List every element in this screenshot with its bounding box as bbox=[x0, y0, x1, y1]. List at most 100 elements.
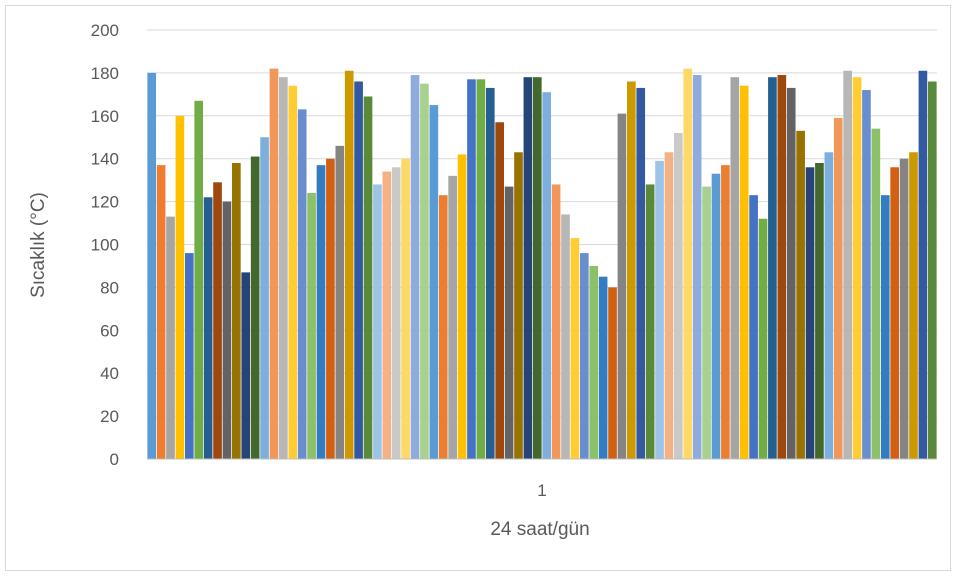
bar bbox=[843, 70, 852, 459]
bar bbox=[485, 87, 495, 460]
bar bbox=[335, 145, 345, 459]
bar-series bbox=[147, 68, 937, 460]
bar bbox=[241, 272, 251, 459]
y-axis-title: Sıcaklık (°C) bbox=[28, 192, 49, 298]
bar bbox=[185, 253, 194, 459]
bar bbox=[739, 85, 749, 460]
bar bbox=[373, 184, 382, 459]
bar bbox=[702, 186, 711, 459]
bar bbox=[175, 115, 185, 460]
bar bbox=[692, 75, 702, 460]
bar bbox=[758, 218, 768, 459]
bar bbox=[805, 167, 815, 459]
bar bbox=[213, 182, 222, 460]
bar bbox=[166, 216, 175, 459]
bar bbox=[664, 152, 674, 459]
y-tick-label: 160 bbox=[91, 107, 119, 126]
bar bbox=[316, 165, 326, 459]
bar bbox=[250, 156, 260, 459]
y-tick-label: 200 bbox=[91, 21, 119, 40]
gridlines bbox=[147, 29, 937, 417]
bar bbox=[222, 201, 232, 459]
bar bbox=[833, 117, 843, 459]
bar bbox=[354, 81, 363, 459]
bar bbox=[194, 100, 204, 459]
bar bbox=[542, 92, 552, 459]
x-axis-ticks: 1 bbox=[537, 481, 546, 500]
y-tick-label: 180 bbox=[91, 64, 119, 83]
bar bbox=[467, 79, 476, 459]
bar bbox=[523, 77, 533, 459]
bar bbox=[617, 113, 627, 460]
bar bbox=[203, 197, 213, 459]
bar bbox=[156, 165, 166, 459]
bar bbox=[711, 173, 721, 459]
bar bbox=[852, 77, 862, 459]
bar bbox=[721, 165, 730, 459]
bar bbox=[909, 152, 918, 459]
bar bbox=[645, 184, 655, 459]
bar bbox=[561, 214, 570, 459]
bar bbox=[504, 186, 514, 459]
bar bbox=[363, 96, 373, 459]
bar bbox=[871, 128, 881, 460]
x-axis-title: 24 saat/gün bbox=[490, 519, 589, 540]
bar bbox=[683, 68, 693, 460]
bar bbox=[796, 130, 805, 459]
bar bbox=[448, 175, 457, 460]
y-tick-label: 120 bbox=[91, 193, 119, 212]
bar bbox=[749, 195, 758, 460]
bar bbox=[824, 152, 834, 459]
bar bbox=[627, 81, 636, 459]
bar bbox=[279, 77, 288, 459]
y-tick-label: 80 bbox=[100, 278, 119, 297]
bar bbox=[232, 162, 241, 460]
bar bbox=[307, 193, 316, 459]
bar bbox=[401, 158, 410, 459]
y-tick-label: 0 bbox=[110, 450, 119, 469]
y-tick-label: 140 bbox=[91, 150, 119, 169]
bar bbox=[288, 85, 298, 460]
bar bbox=[391, 167, 401, 459]
bar bbox=[326, 158, 335, 459]
y-axis-ticks: 0 20 40 60 80 100 120 140 160 180 200 bbox=[91, 21, 119, 469]
bar bbox=[438, 195, 448, 460]
bar bbox=[730, 77, 740, 459]
bar bbox=[674, 132, 683, 459]
bar bbox=[598, 276, 608, 459]
y-tick-label: 100 bbox=[91, 236, 119, 255]
bar bbox=[608, 287, 617, 459]
bar bbox=[786, 87, 796, 460]
y-tick-label: 60 bbox=[100, 321, 119, 340]
bar bbox=[514, 152, 523, 459]
bar bbox=[777, 75, 787, 460]
bar bbox=[655, 160, 664, 459]
bar bbox=[344, 70, 354, 459]
bar bbox=[532, 77, 542, 459]
y-tick-label: 40 bbox=[100, 364, 119, 383]
y-tick-label: 20 bbox=[100, 407, 119, 426]
bar bbox=[815, 162, 824, 460]
bar bbox=[147, 72, 157, 460]
bar bbox=[890, 167, 899, 459]
bar bbox=[495, 122, 504, 460]
bar bbox=[457, 154, 467, 459]
bar bbox=[429, 105, 439, 459]
bar bbox=[570, 238, 580, 459]
bar bbox=[420, 83, 429, 460]
bar bbox=[862, 90, 871, 459]
bar bbox=[636, 87, 646, 460]
bar bbox=[927, 81, 937, 459]
bar bbox=[589, 265, 599, 459]
bar bbox=[768, 77, 777, 459]
bar bbox=[297, 109, 307, 460]
bar bbox=[410, 75, 420, 460]
bar bbox=[899, 158, 909, 459]
bar bbox=[260, 137, 269, 459]
bar bbox=[551, 184, 561, 459]
bar bbox=[918, 70, 928, 459]
x-tick-label: 1 bbox=[537, 481, 546, 500]
bar bbox=[880, 195, 890, 460]
bar bbox=[269, 68, 279, 460]
